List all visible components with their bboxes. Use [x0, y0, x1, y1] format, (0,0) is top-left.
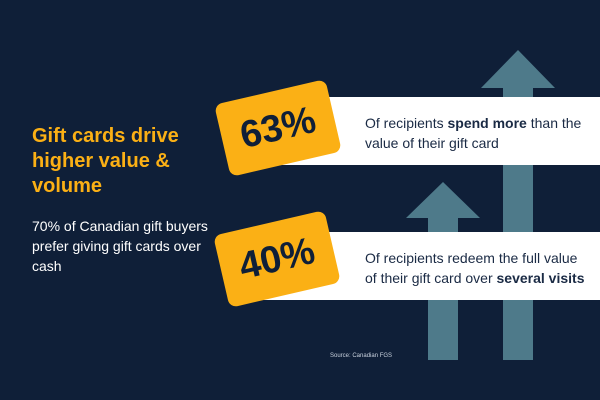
stat-text-before: Of recipients redeem the full value of t… [365, 250, 578, 286]
source-note: Source: Canadian FGS [330, 353, 393, 359]
stat-text-bold: several visits [496, 270, 585, 286]
stat-text-bold: spend more [447, 115, 527, 131]
headline: Gift cards drive higher value & volume [32, 125, 179, 197]
stat-text-before: Of recipients [365, 115, 448, 131]
subtext: 70% of Canadian gift buyers prefer givin… [32, 218, 208, 274]
tall-arrow-icon [481, 50, 555, 360]
stat-description-1: Of recipients spend more than the value … [365, 113, 590, 153]
stat-description-2: Of recipients redeem the full value of t… [365, 248, 590, 288]
stat-value: 63% [236, 98, 320, 157]
stat-text-after: than the value of their gift card [365, 115, 582, 151]
stat-value: 40% [235, 229, 319, 288]
